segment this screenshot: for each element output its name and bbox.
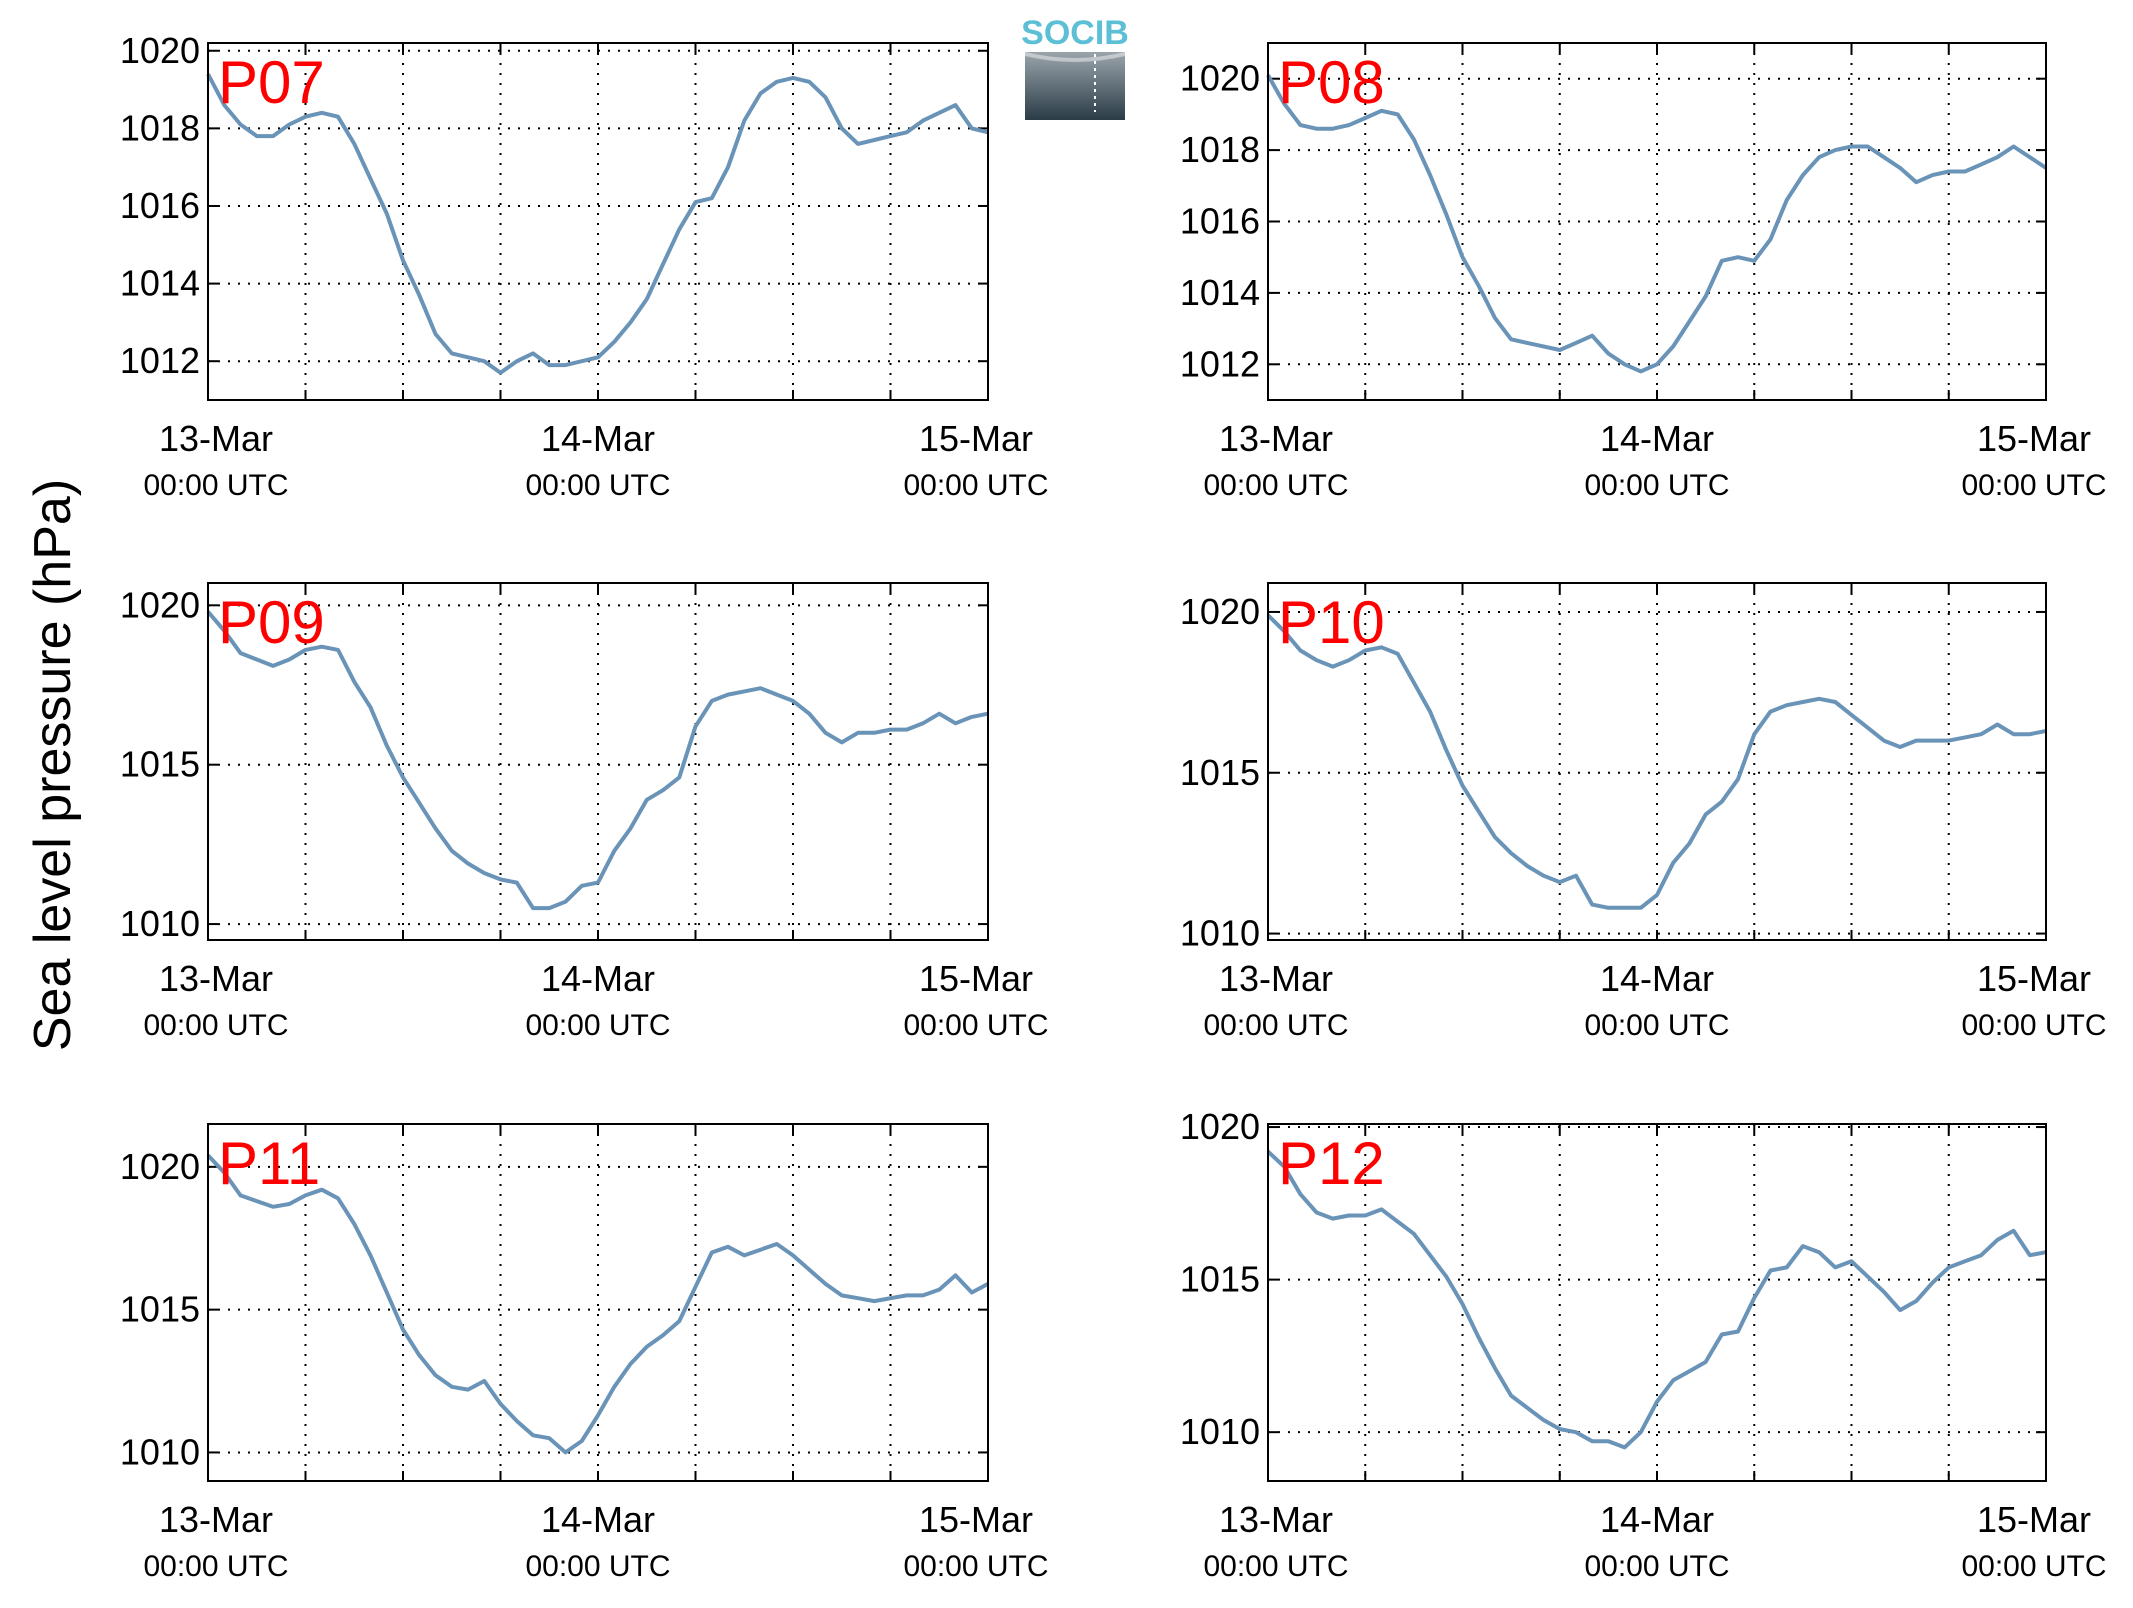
x-tick-label-date: 13-Mar bbox=[1219, 958, 1333, 999]
y-tick-label: 1012 bbox=[1180, 343, 1260, 384]
logo-text: SOCIB bbox=[1021, 14, 1129, 52]
x-tick-label-time: 00:00 UTC bbox=[1203, 469, 1348, 502]
panel-label: P12 bbox=[1278, 1130, 1385, 1197]
y-tick-label: 1020 bbox=[1180, 591, 1260, 632]
x-tick-label-date: 14-Mar bbox=[541, 958, 655, 999]
x-tick-label-time: 00:00 UTC bbox=[525, 469, 670, 502]
x-tick-label-date: 15-Mar bbox=[1977, 418, 2091, 459]
x-tick-label-date: 13-Mar bbox=[1219, 418, 1333, 459]
x-tick-label-time: 00:00 UTC bbox=[1961, 1550, 2106, 1583]
y-tick-label: 1010 bbox=[1180, 913, 1260, 954]
x-tick-label-date: 15-Mar bbox=[919, 418, 1033, 459]
y-tick-label: 1020 bbox=[120, 30, 200, 71]
plot-frame bbox=[207, 1123, 989, 1482]
y-tick-label: 1016 bbox=[120, 185, 200, 226]
x-tick-label-time: 00:00 UTC bbox=[143, 1009, 288, 1042]
y-tick-label: 1018 bbox=[1180, 129, 1260, 170]
panel-p08: 1012 1014 1016 1018 1020 13-Mar 00:00 UTC 14-Ma… bbox=[1180, 42, 2107, 502]
x-tick-label-date: 15-Mar bbox=[919, 1499, 1033, 1540]
x-tick-label-date: 15-Mar bbox=[1977, 958, 2091, 999]
y-tick-label: 1010 bbox=[1180, 1411, 1260, 1452]
plot-frame bbox=[1267, 42, 2047, 401]
x-tick-label-date: 13-Mar bbox=[159, 958, 273, 999]
x-tick-label-date: 14-Mar bbox=[1600, 1499, 1714, 1540]
series-line bbox=[206, 1154, 989, 1455]
y-tick-label: 1020 bbox=[1180, 58, 1260, 99]
plot-frame bbox=[1267, 1123, 2047, 1482]
panel-label: P10 bbox=[1278, 589, 1385, 656]
y-tick-label: 1015 bbox=[1180, 1259, 1260, 1300]
panel-p11: 1010 1015 1020 13-Mar 00:00 UTC 14-Mar 00:00 U… bbox=[120, 1123, 1049, 1583]
y-tick-label: 1018 bbox=[120, 107, 200, 148]
x-tick-label-date: 15-Mar bbox=[919, 958, 1033, 999]
panel-label: P11 bbox=[218, 1130, 320, 1197]
x-tick-label-time: 00:00 UTC bbox=[1584, 469, 1729, 502]
panel-label: P09 bbox=[218, 589, 325, 656]
plot-frame bbox=[207, 582, 989, 941]
x-tick-label-time: 00:00 UTC bbox=[525, 1550, 670, 1583]
x-tick-label-date: 14-Mar bbox=[1600, 958, 1714, 999]
x-tick-label-date: 15-Mar bbox=[1977, 1499, 2091, 1540]
x-tick-label-time: 00:00 UTC bbox=[1961, 469, 2106, 502]
x-tick-label-date: 13-Mar bbox=[159, 418, 273, 459]
y-tick-label: 1010 bbox=[120, 1431, 200, 1472]
socib-logo: SOCIB bbox=[1021, 14, 1129, 120]
y-tick-label: 1015 bbox=[120, 744, 200, 785]
x-tick-label-time: 00:00 UTC bbox=[903, 1009, 1048, 1042]
panel-p09: 1010 1015 1020 13-Mar 00:00 UTC 14-Mar 00:00 U… bbox=[120, 582, 1049, 1042]
panel-p10: 1010 1015 1020 13-Mar 00:00 UTC 14-Mar 00:00 U… bbox=[1180, 582, 2107, 1042]
x-tick-label-time: 00:00 UTC bbox=[525, 1009, 670, 1042]
x-tick-label-time: 00:00 UTC bbox=[1961, 1009, 2106, 1042]
x-tick-label-time: 00:00 UTC bbox=[903, 1550, 1048, 1583]
y-tick-label: 1014 bbox=[120, 263, 200, 304]
x-tick-label-time: 00:00 UTC bbox=[143, 1550, 288, 1583]
x-tick-label-time: 00:00 UTC bbox=[1584, 1009, 1729, 1042]
y-tick-label: 1016 bbox=[1180, 201, 1260, 242]
x-tick-label-time: 00:00 UTC bbox=[1584, 1550, 1729, 1583]
panel-p12: 1010 1015 1020 13-Mar 00:00 UTC 14-Mar 00:00 U… bbox=[1180, 1106, 2107, 1583]
y-tick-label: 1012 bbox=[120, 340, 200, 381]
y-tick-label: 1014 bbox=[1180, 272, 1260, 313]
x-tick-label-date: 13-Mar bbox=[1219, 1499, 1333, 1540]
x-tick-label-time: 00:00 UTC bbox=[903, 469, 1048, 502]
x-tick-label-time: 00:00 UTC bbox=[143, 469, 288, 502]
x-tick-label-date: 14-Mar bbox=[541, 1499, 655, 1540]
panel-label: P07 bbox=[218, 49, 325, 116]
y-axis-label: Sea level pressure (hPa) bbox=[24, 479, 82, 1051]
y-tick-label: 1020 bbox=[120, 584, 200, 625]
x-tick-label-date: 14-Mar bbox=[541, 418, 655, 459]
x-tick-label-date: 14-Mar bbox=[1600, 418, 1714, 459]
plot-frame bbox=[207, 42, 989, 401]
y-tick-label: 1015 bbox=[120, 1289, 200, 1330]
x-tick-label-date: 13-Mar bbox=[159, 1499, 273, 1540]
panel-p07: 1012 1014 1016 1018 1020 13-Mar 00:00 UTC 14-Ma… bbox=[120, 30, 1049, 502]
plot-frame bbox=[1267, 582, 2047, 941]
x-tick-label-time: 00:00 UTC bbox=[1203, 1550, 1348, 1583]
y-tick-label: 1010 bbox=[120, 903, 200, 944]
y-tick-label: 1020 bbox=[1180, 1106, 1260, 1147]
panel-label: P08 bbox=[1278, 49, 1385, 116]
y-tick-label: 1015 bbox=[1180, 752, 1260, 793]
x-tick-label-time: 00:00 UTC bbox=[1203, 1009, 1348, 1042]
y-tick-label: 1020 bbox=[120, 1146, 200, 1187]
